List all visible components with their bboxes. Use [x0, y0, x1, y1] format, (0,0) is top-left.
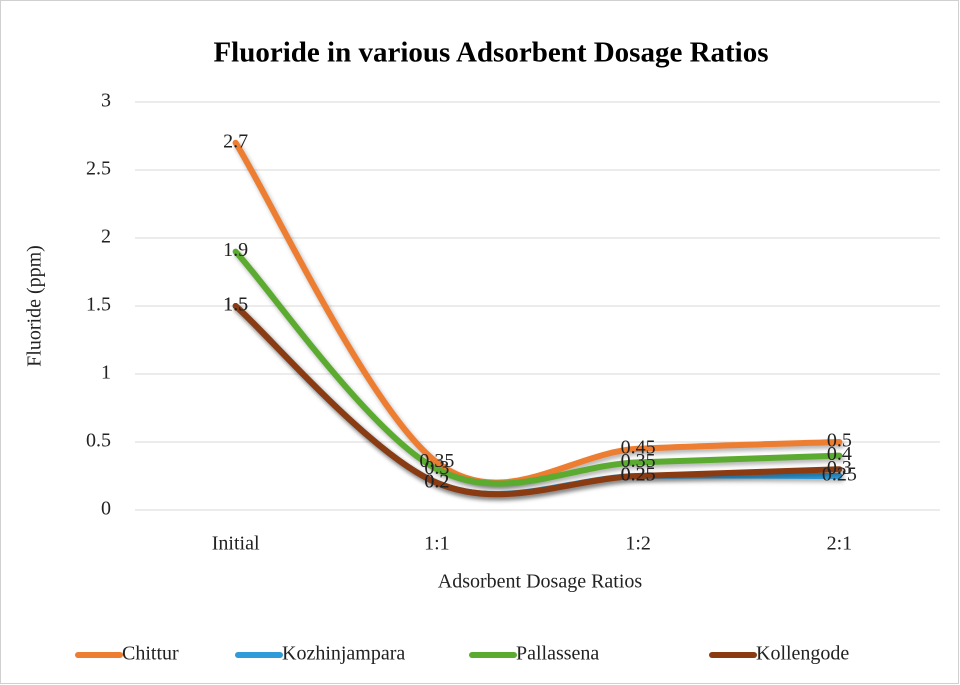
x-tick-label: 1:2: [625, 533, 651, 555]
data-label: 0.2: [424, 470, 449, 492]
legend-label: Chittur: [122, 643, 179, 665]
data-label: 0.35: [621, 450, 656, 472]
chart-title: Fluoride in various Adsorbent Dosage Rat…: [213, 37, 768, 69]
legend-label: Kollengode: [756, 643, 849, 665]
y-tick-label: 3: [101, 90, 111, 112]
data-label: 0.5: [827, 430, 852, 452]
x-tick-label: 1:1: [424, 533, 450, 555]
legend-label: Kozhinjampara: [282, 643, 405, 665]
y-tick-label: 1: [101, 362, 111, 384]
data-label: 1.5: [223, 294, 248, 316]
y-tick-label: 0: [101, 498, 111, 520]
x-tick-label: 2:1: [827, 533, 853, 555]
data-label: 0.25: [621, 464, 656, 486]
data-label: 0.2: [424, 470, 449, 492]
y-tick-label: 2.5: [86, 158, 111, 180]
x-tick-label: Initial: [212, 533, 260, 555]
data-label: 0.35: [419, 450, 454, 472]
data-label: 0.3: [424, 457, 449, 479]
y-tick-label: 2: [101, 226, 111, 248]
data-label: 0.25: [621, 464, 656, 486]
x-axis-title: Adsorbent Dosage Ratios: [438, 571, 643, 593]
data-label: 0.4: [827, 443, 852, 465]
y-tick-label: 0.5: [86, 430, 111, 452]
data-label: 0.25: [822, 464, 857, 486]
series-line: [232, 303, 843, 498]
y-tick-label: 1.5: [86, 294, 111, 316]
data-label: 0.45: [621, 436, 656, 458]
data-label: 1.5: [223, 294, 248, 316]
data-label: 1.9: [223, 239, 248, 261]
data-label: 2.7: [223, 130, 248, 152]
y-axis-title: Fluoride (ppm): [24, 245, 46, 367]
data-label: 0.3: [827, 457, 852, 479]
legend-label: Pallassena: [516, 643, 599, 665]
series-line: [232, 248, 843, 487]
